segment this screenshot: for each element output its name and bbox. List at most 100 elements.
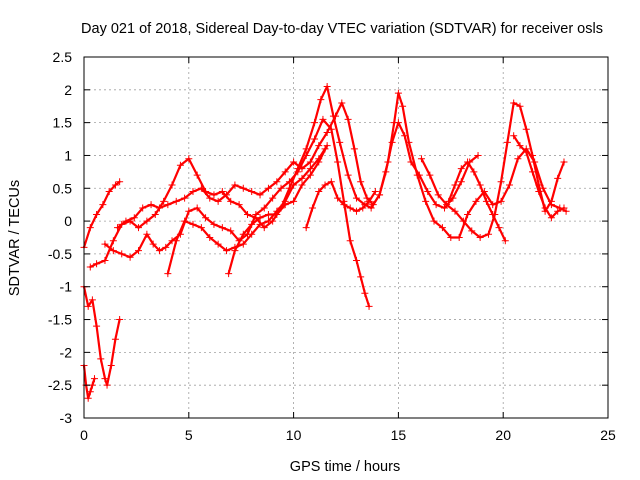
data-point [401, 132, 409, 140]
chart-title: Day 021 of 2018, Sidereal Day-to-day VTE… [81, 21, 603, 37]
data-point [365, 302, 373, 310]
data-point [185, 155, 193, 163]
data-point [464, 211, 472, 219]
data-point [344, 115, 352, 123]
data-point [457, 165, 465, 173]
data-point [243, 211, 251, 219]
data-series [114, 99, 482, 232]
data-point [193, 171, 201, 179]
data-point [298, 174, 306, 182]
y-tick-label: -3 [60, 410, 73, 426]
data-point [118, 250, 126, 258]
data-point [130, 214, 138, 222]
data-point [155, 247, 163, 255]
axes: 0 5 10 15 20 25 -3 -2.5 -2 -1.5 -1 -0.5 0 0.5 1 1.5 2 2.5 [48, 49, 616, 443]
data-point [376, 191, 384, 199]
data-point [256, 220, 264, 228]
data-point [560, 158, 568, 166]
data-point [422, 197, 430, 205]
data-point [535, 188, 543, 196]
data-point [501, 237, 509, 245]
data-point [451, 207, 459, 215]
data-series-group [80, 83, 570, 402]
data-point [93, 211, 101, 219]
series-line [82, 285, 121, 387]
data-point [334, 158, 342, 166]
data-point [88, 296, 96, 304]
data-point [105, 188, 113, 196]
data-point [459, 217, 467, 225]
data-point [84, 302, 92, 310]
data-point [522, 148, 530, 156]
data-point [554, 207, 562, 215]
y-tick-label: 2 [64, 82, 72, 98]
data-point [350, 145, 358, 153]
data-point [181, 217, 189, 225]
data-point [457, 178, 465, 186]
data-point [510, 99, 518, 107]
data-point [388, 138, 396, 146]
data-point [415, 171, 423, 179]
data-point [394, 89, 402, 97]
data-point [84, 394, 92, 402]
data-point [214, 197, 222, 205]
data-point [248, 188, 256, 196]
y-tick-label: -2 [60, 344, 73, 360]
data-point [248, 230, 256, 238]
data-point [497, 178, 505, 186]
data-point [315, 142, 323, 150]
data-point [164, 201, 172, 209]
x-tick-label: 0 [80, 427, 88, 443]
data-point [514, 155, 522, 163]
data-point [482, 197, 490, 205]
data-point [143, 230, 151, 238]
data-point [516, 142, 524, 150]
data-point [430, 217, 438, 225]
data-series [510, 132, 568, 222]
data-point [359, 204, 367, 212]
data-point [134, 224, 142, 232]
data-point [541, 204, 549, 212]
data-point [103, 381, 111, 389]
data-point [116, 316, 124, 324]
x-tick-label: 15 [391, 427, 407, 443]
data-point [489, 201, 497, 209]
data-point [489, 211, 497, 219]
data-point [162, 243, 170, 251]
data-point [352, 194, 360, 202]
x-tick-label: 25 [600, 427, 616, 443]
data-point [357, 178, 365, 186]
data-point [308, 204, 316, 212]
data-point [227, 227, 235, 235]
data-point [529, 168, 537, 176]
data-point [315, 158, 323, 166]
data-point [476, 181, 484, 189]
data-point [101, 256, 109, 264]
data-point [239, 240, 247, 248]
data-point [554, 174, 562, 182]
data-point [432, 201, 440, 209]
data-point [474, 151, 482, 159]
data-point [101, 375, 109, 383]
data-point [149, 240, 157, 248]
data-point [321, 181, 329, 189]
y-tick-label: 2.5 [53, 49, 73, 65]
data-point [155, 204, 163, 212]
data-point [334, 194, 342, 202]
data-point [107, 361, 115, 369]
data-point [164, 270, 172, 278]
data-point [290, 158, 298, 166]
data-point [264, 184, 272, 192]
data-point [394, 119, 402, 127]
data-point [472, 197, 480, 205]
data-point [302, 224, 310, 232]
data-point [352, 207, 360, 215]
data-point [248, 220, 256, 228]
data-point [382, 168, 390, 176]
data-series [445, 158, 509, 245]
data-point [176, 161, 184, 169]
data-point [468, 227, 476, 235]
data-point [365, 197, 373, 205]
data-point [256, 191, 264, 199]
data-point [455, 234, 463, 241]
